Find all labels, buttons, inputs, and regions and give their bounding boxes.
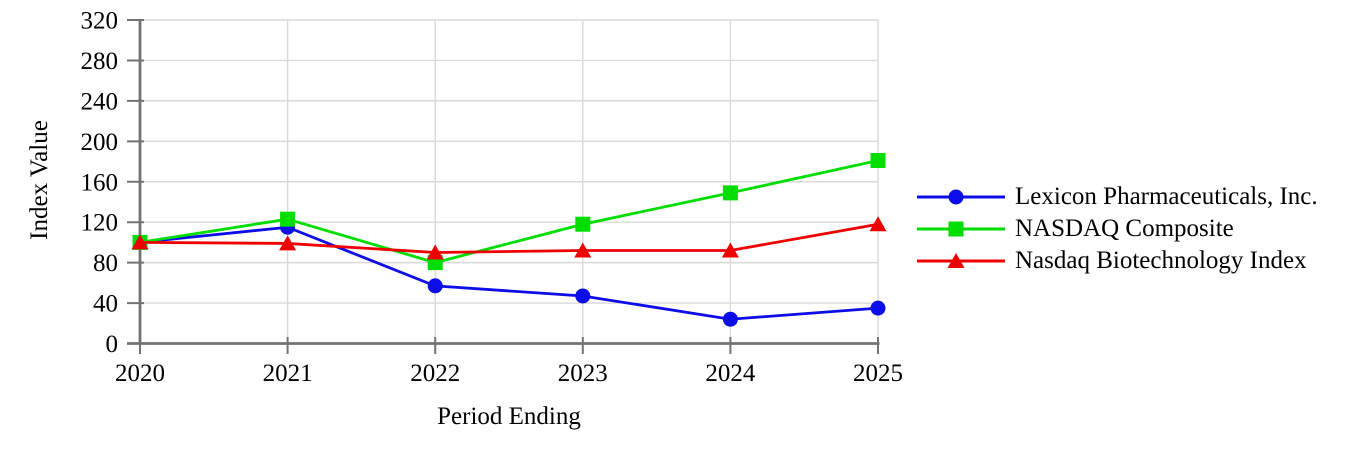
legend-label: NASDAQ Composite — [1015, 215, 1234, 242]
data-point-marker — [279, 235, 297, 251]
series-line — [139, 159, 879, 265]
y-tick-label: 120 — [81, 210, 119, 237]
x-tick-label: 2024 — [705, 360, 756, 387]
legend: Lexicon Pharmaceuticals, Inc. NASDAQ Comp… — [916, 181, 1318, 277]
data-point-marker — [427, 278, 443, 294]
x-tick-label: 2020 — [115, 360, 165, 387]
data-point-marker — [575, 288, 591, 304]
series-nasdaq-biotechnology-index — [131, 216, 887, 260]
series-lexicon-pharmaceuticals-inc — [132, 219, 886, 327]
legend-marker — [947, 253, 965, 268]
y-tick-label: 40 — [93, 291, 118, 318]
data-point-marker — [722, 185, 738, 201]
y-tick-label: 200 — [81, 129, 119, 156]
data-point-marker — [870, 300, 886, 316]
data-point-marker — [870, 153, 886, 169]
y-tick-label: 80 — [93, 250, 118, 277]
data-point-marker — [575, 216, 591, 232]
data-point-marker — [722, 311, 738, 327]
circle-legend-marker-icon — [917, 189, 1005, 205]
y-tick-label: 240 — [81, 88, 119, 115]
legend-item-lexicon-pharmaceuticals-inc: Lexicon Pharmaceuticals, Inc. — [916, 181, 1318, 213]
y-axis-title: Index Value — [26, 120, 53, 240]
series-line — [139, 225, 879, 321]
data-point-marker — [721, 242, 739, 258]
legend-item-nasdaq-composite: NASDAQ Composite — [916, 213, 1318, 245]
x-tick-label: 2021 — [263, 360, 313, 387]
y-tick-label: 320 — [81, 8, 119, 35]
legend-item-nasdaq-biotechnology-index: Nasdaq Biotechnology Index — [916, 245, 1318, 277]
x-tick-label: 2023 — [558, 360, 608, 387]
series-nasdaq-composite — [132, 153, 886, 271]
y-tick-label: 160 — [81, 169, 119, 196]
y-tick-label: 280 — [81, 48, 119, 75]
legend-marker — [948, 221, 964, 237]
legend-label: Nasdaq Biotechnology Index — [1015, 247, 1307, 274]
x-axis-title: Period Ending — [437, 403, 581, 430]
data-point-marker — [426, 244, 444, 260]
square-legend-marker-icon — [917, 221, 1005, 237]
legend-marker — [948, 189, 964, 205]
legend-label: Lexicon Pharmaceuticals, Inc. — [1015, 183, 1318, 210]
triangle-legend-marker-icon — [917, 253, 1005, 268]
data-point-marker — [869, 216, 887, 232]
series-line — [139, 222, 879, 254]
data-point-marker — [280, 211, 296, 227]
y-tick-label: 0 — [106, 331, 119, 358]
x-tick-label: 2022 — [410, 360, 460, 387]
data-point-marker — [131, 234, 149, 250]
data-point-marker — [574, 242, 592, 258]
x-tick-label: 2025 — [853, 360, 903, 387]
